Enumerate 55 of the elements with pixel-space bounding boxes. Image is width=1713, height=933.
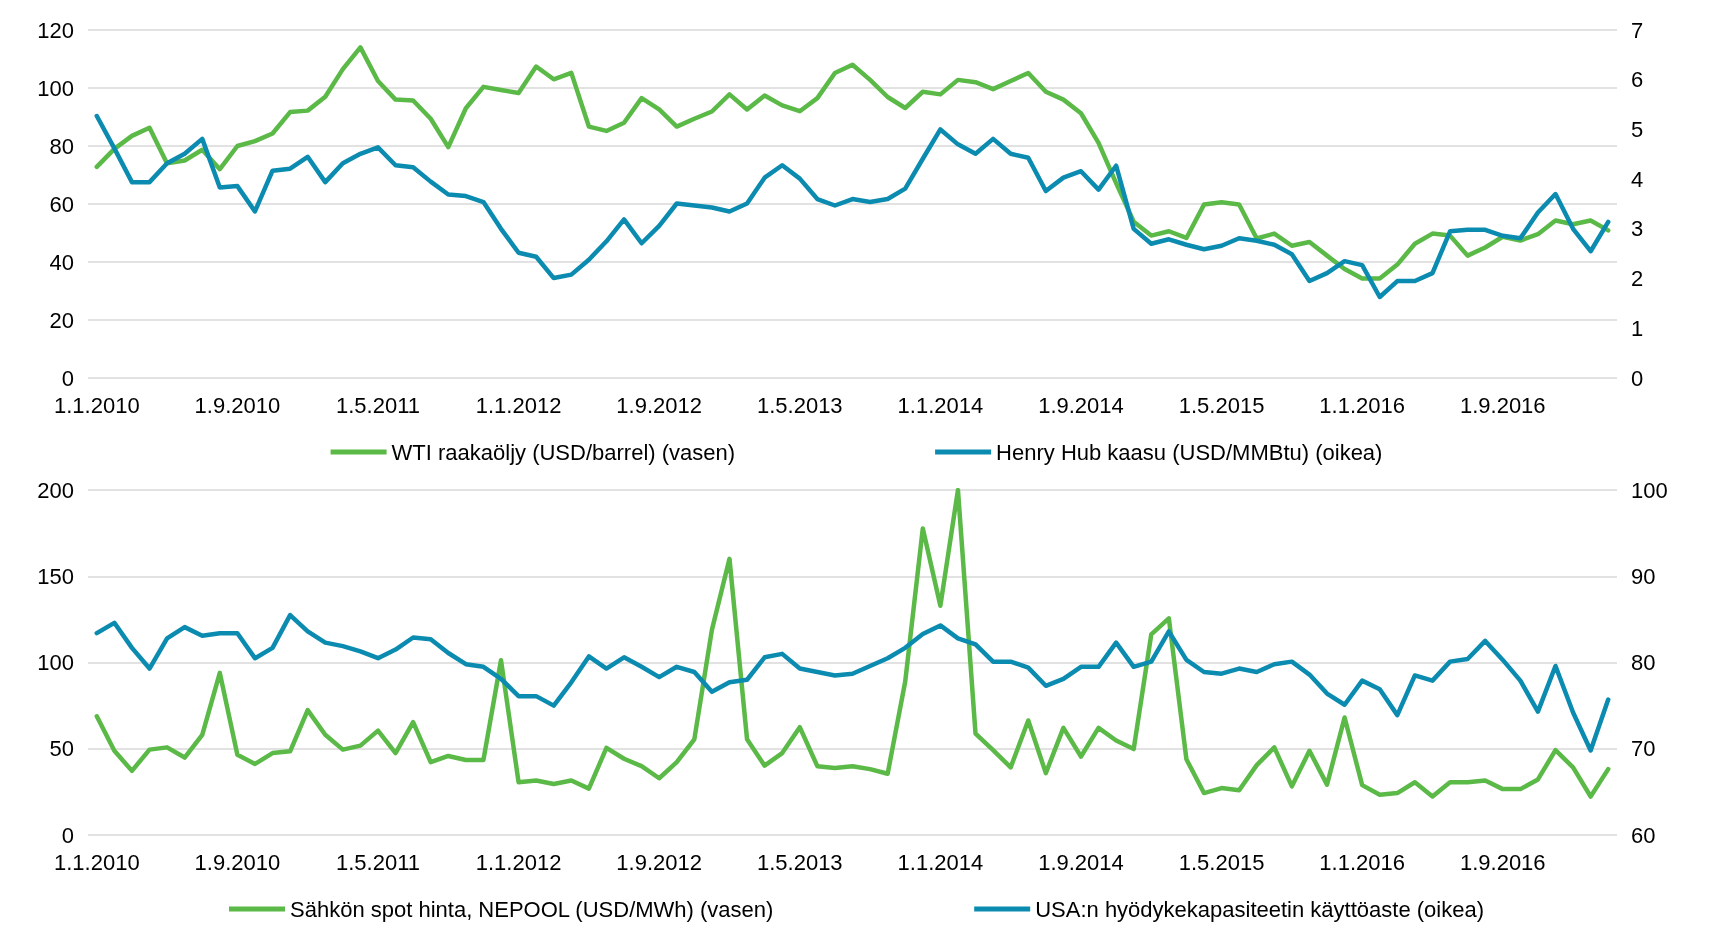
legend-label: Henry Hub kaasu (USD/MMBtu) (oikea) — [996, 439, 1383, 465]
x-tick-label: 1.1.2014 — [897, 849, 984, 875]
y-tick-label: 120 — [37, 17, 74, 43]
x-tick-label: 1.1.2012 — [475, 849, 562, 875]
legend-label: USA:n hyödykekapasiteetin käyttöaste (oikea) — [1035, 896, 1484, 922]
x-tick-label: 1.9.2010 — [194, 849, 281, 875]
y-tick-label: 60 — [49, 191, 74, 217]
y2-tick-label: 3 — [1631, 216, 1644, 242]
y2-tick-label: 1 — [1631, 315, 1644, 341]
x-tick-label: 1.9.2012 — [616, 849, 702, 875]
line-series — [94, 612, 1611, 753]
line-series — [94, 487, 1611, 799]
y-tick-label: 50 — [49, 736, 74, 762]
x-tick-label: 1.9.2012 — [616, 392, 702, 418]
x-tick-label: 1.1.2014 — [897, 392, 984, 418]
y2-tick-label: 70 — [1631, 736, 1656, 762]
y-tick-label: 0 — [61, 822, 74, 848]
y-tick-label: 40 — [49, 249, 74, 275]
x-tick-label: 1.1.2016 — [1319, 392, 1405, 418]
x-tick-label: 1.5.2011 — [335, 849, 420, 875]
y2-tick-label: 5 — [1631, 116, 1644, 142]
y-tick-label: 200 — [37, 477, 74, 503]
x-tick-label: 1.9.2014 — [1038, 392, 1124, 418]
y2-tick-label: 80 — [1631, 650, 1656, 675]
y-tick-label: 0 — [61, 365, 74, 391]
x-tick-label: 1.1.2010 — [53, 392, 140, 418]
y2-tick-label: 0 — [1631, 365, 1644, 391]
y-tick-label: 100 — [37, 75, 74, 101]
x-tick-label: 1.1.2012 — [475, 392, 562, 418]
x-tick-label: 1.5.2013 — [756, 392, 843, 418]
y-tick-label: 150 — [37, 563, 74, 589]
y2-tick-label: 7 — [1631, 17, 1644, 43]
y-tick-label: 100 — [37, 650, 74, 675]
x-tick-label: 1.5.2015 — [1178, 849, 1265, 875]
x-tick-label: 1.1.2010 — [53, 849, 140, 875]
legend-label: Sähkön spot hinta, NEPOOL (USD/MWh) (vasen) — [290, 896, 774, 922]
x-tick-label: 1.9.2016 — [1459, 849, 1546, 875]
y2-tick-label: 100 — [1631, 477, 1668, 503]
y2-tick-label: 90 — [1631, 563, 1656, 589]
x-tick-label: 1.9.2014 — [1038, 849, 1124, 875]
line-series — [94, 113, 1611, 300]
x-tick-label: 1.5.2013 — [756, 849, 843, 875]
x-tick-label: 1.5.2011 — [335, 392, 420, 418]
x-tick-label: 1.9.2016 — [1459, 392, 1546, 418]
y-tick-label: 20 — [49, 307, 74, 333]
y2-tick-label: 4 — [1631, 166, 1644, 192]
line-series — [94, 45, 1611, 281]
x-tick-label: 1.9.2010 — [194, 392, 281, 418]
y-tick-label: 80 — [49, 133, 74, 159]
x-tick-label: 1.1.2016 — [1319, 849, 1405, 875]
y2-tick-label: 2 — [1631, 266, 1644, 292]
x-tick-label: 1.5.2015 — [1178, 392, 1265, 418]
y2-tick-label: 6 — [1631, 67, 1644, 93]
legend-label: WTI raakaöljy (USD/barrel) (vasen) — [391, 439, 736, 465]
y2-tick-label: 60 — [1631, 822, 1656, 848]
